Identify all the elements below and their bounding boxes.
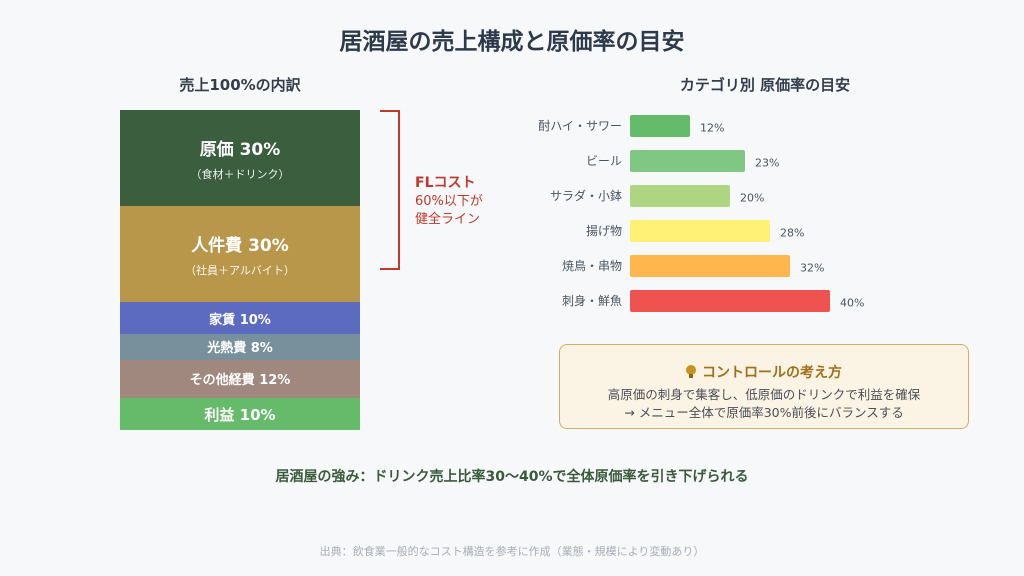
value-label: 23% (755, 157, 779, 170)
source-note: 出典：飲食業一般的なコスト構造を参考に作成（業態・規模により変動あり） (319, 545, 705, 558)
lightbulb-icon (686, 365, 696, 379)
segment-label: 光熱費 8% (207, 341, 273, 357)
sales-breakdown-stack: 原価 30% （食材＋ドリンク） 人件費 30% （社員＋アルバイト） 家賃 1… (120, 110, 360, 430)
segment-label: 利益 10% (204, 405, 276, 424)
callout-title: コントロールの考え方 (702, 365, 842, 381)
segment-label: 人件費 30% (191, 235, 289, 256)
cost-rate-heading: カテゴリ別 原価率の目安 (679, 76, 851, 94)
callout-line: → メニュー全体で原価率30%前後にバランスする (624, 405, 904, 420)
value-label: 32% (800, 262, 824, 275)
fl-note-line: 健全ライン (415, 212, 481, 227)
fl-cost-note: 60%以下が 健全ライン (415, 193, 535, 229)
segment-label: 原価 30% (199, 139, 281, 160)
segment-profit: 利益 10% (120, 398, 360, 430)
cost-rate-bar (630, 290, 830, 312)
fl-cost-bracket (380, 110, 400, 270)
value-label: 20% (740, 192, 764, 205)
breakdown-heading: 売上100%の内訳 (179, 76, 301, 94)
segment-sublabel: （社員＋アルバイト） (185, 263, 295, 277)
category-label: 刺身・鮮魚 (562, 293, 622, 308)
category-label: 揚げ物 (586, 224, 622, 238)
segment-cost: 原価 30% （食材＋ドリンク） (120, 110, 360, 206)
cost-rate-bar (630, 255, 790, 277)
category-label: 酎ハイ・サワー (538, 118, 622, 133)
category-label: サラダ・小鉢 (550, 188, 622, 203)
fl-note-line: 60%以下が (415, 194, 483, 209)
callout-title-row: コントロールの考え方 (560, 362, 968, 382)
page-title: 居酒屋の売上構成と原価率の目安 (339, 29, 685, 55)
callout-line: 高原価の刺身で集客し、低原価のドリンクで利益を確保 (607, 387, 921, 402)
cost-rate-bar (630, 220, 770, 242)
segment-other-expenses: その他経費 12% (120, 359, 360, 398)
strength-note: 居酒屋の強み：ドリンク売上比率30〜40%で全体原価率を引き下げられる (275, 469, 749, 485)
segment-sublabel: （食材＋ドリンク） (190, 167, 290, 181)
cost-rate-bar (630, 185, 730, 207)
cost-rate-bar (630, 115, 690, 137)
category-label: 焼鳥・串物 (562, 258, 622, 273)
category-label: ビール (586, 154, 622, 168)
segment-label: 家賃 10% (209, 312, 271, 328)
value-label: 28% (780, 227, 804, 240)
segment-labor: 人件費 30% （社員＋アルバイト） (120, 206, 360, 302)
cost-rate-bar (630, 150, 745, 172)
fl-cost-title: FLコスト (415, 175, 476, 191)
control-callout: コントロールの考え方 高原価の刺身で集客し、低原価のドリンクで利益を確保 → メ… (559, 344, 969, 429)
value-label: 12% (700, 122, 724, 135)
segment-utilities: 光熱費 8% (120, 334, 360, 360)
segment-rent: 家賃 10% (120, 302, 360, 334)
segment-label: その他経費 12% (189, 373, 291, 389)
value-label: 40% (840, 297, 864, 310)
